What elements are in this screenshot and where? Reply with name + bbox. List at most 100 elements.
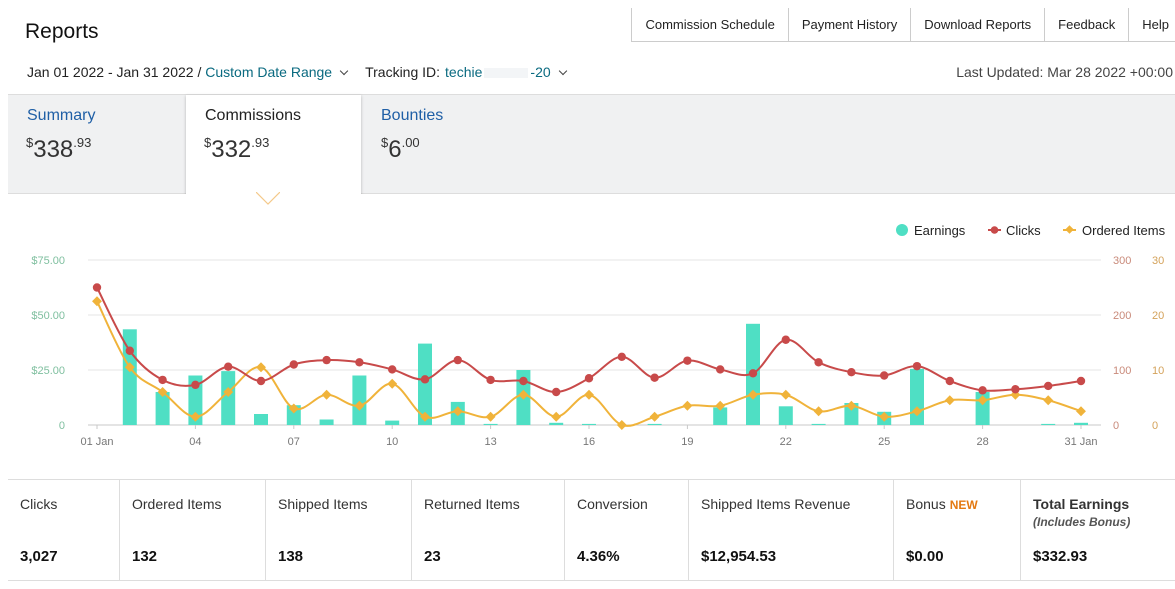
clicks-point	[880, 371, 889, 380]
clicks-point	[617, 352, 626, 361]
commission-schedule-link[interactable]: Commission Schedule	[632, 8, 789, 41]
earnings-bar	[418, 343, 432, 425]
clicks-point	[486, 375, 495, 385]
x-axis-tick-label: 07	[288, 436, 300, 448]
earnings-bar	[155, 392, 170, 425]
earnings-bar	[647, 423, 662, 425]
ordered-items-point	[879, 411, 890, 422]
active-tab-pointer-icon	[256, 192, 280, 205]
chart-canvas: $75.00 300 30$50.00 200 20$25.00 100 100 0 001 J…	[31, 223, 1165, 448]
stat-label: Clicks	[20, 496, 58, 512]
ordered-items-point	[682, 400, 693, 411]
clicks-point	[945, 376, 954, 386]
stat-value: $332.93	[1033, 548, 1088, 565]
earnings-bar	[844, 403, 859, 425]
clicks-point	[1076, 376, 1086, 386]
clicks-point	[289, 360, 298, 369]
stat-note: (Includes Bonus)	[1033, 515, 1131, 529]
earnings-bar	[910, 368, 924, 425]
tab-summary[interactable]: Summary $338.93	[8, 95, 186, 194]
ordered-items-point	[977, 395, 988, 406]
new-badge: NEW	[949, 498, 978, 512]
stat-value: $0.00	[906, 548, 944, 565]
clicks-point	[716, 365, 725, 374]
date-range-text: Jan 01 2022 - Jan 31 2022 /	[27, 64, 202, 80]
filter-row: Jan 01 2022 - Jan 31 2022 / Custom Date …	[27, 64, 574, 80]
clicks-point	[519, 376, 528, 386]
tab-commissions[interactable]: Commissions $332.93	[186, 95, 361, 199]
ordered-items-point	[190, 411, 201, 422]
stat-conversion: Conversion 4.36%	[565, 480, 689, 580]
ordered-items-point	[485, 411, 496, 422]
y-axis-tick-earnings: $50.00	[31, 310, 65, 322]
legend-earnings-icon	[896, 224, 908, 236]
y-axis-tick-clicks: 0	[1113, 420, 1119, 432]
x-axis-tick-label: 13	[484, 436, 496, 448]
ordered-items-point	[223, 387, 234, 397]
earnings-bar	[483, 423, 498, 425]
ordered-items-point	[944, 395, 955, 406]
ordered-items-point	[715, 400, 726, 411]
clicks-point	[256, 376, 266, 386]
clicks-point	[978, 386, 987, 395]
ordered-items-point	[748, 389, 758, 400]
earnings-bar	[385, 420, 400, 425]
stat-label: Shipped Items	[278, 496, 368, 512]
earnings-bar	[188, 375, 203, 425]
clicks-point	[584, 374, 594, 383]
ordered-items-point	[321, 389, 332, 400]
earnings-bar	[221, 371, 236, 425]
x-axis-tick-label: 10	[386, 436, 398, 448]
ordered-items-point	[92, 296, 102, 307]
stat-label: Total Earnings	[1033, 496, 1130, 512]
tracking-id-dropdown[interactable]: techie -20	[445, 64, 574, 80]
tab-bounties[interactable]: Bounties $6.00	[363, 95, 543, 194]
stat-value: 23	[424, 548, 441, 565]
x-axis-tick-label: 16	[583, 436, 595, 448]
ordered-items-point	[813, 406, 824, 417]
help-link[interactable]: Help	[1142, 17, 1169, 32]
ordered-items-point	[584, 389, 594, 400]
legend-ordered-items-icon	[1065, 225, 1074, 234]
legend-clicks-label: Clicks	[1006, 223, 1041, 238]
ordered-items-point	[1043, 395, 1054, 406]
feedback-link[interactable]: Feedback	[1045, 8, 1130, 41]
reports-header: Reports Commission Schedule Payment Hist…	[8, 8, 1175, 94]
report-links: Commission Schedule Payment History Down…	[631, 8, 1175, 42]
earnings-bar	[352, 375, 367, 425]
clicks-point	[748, 369, 758, 378]
download-reports-link[interactable]: Download Reports	[911, 8, 1046, 41]
y-axis-tick-clicks: 200	[1113, 310, 1131, 322]
y-axis-tick-clicks: 300	[1113, 255, 1131, 267]
payment-history-link[interactable]: Payment History	[789, 8, 912, 41]
x-axis-tick-label: 25	[878, 436, 890, 448]
stat-value: 132	[132, 548, 158, 565]
legend-clicks-icon	[990, 226, 999, 234]
clicks-point	[420, 375, 430, 384]
clicks-point	[552, 387, 561, 397]
y-axis-tick-ordered-items: 30	[1152, 255, 1164, 267]
earnings-bar	[778, 406, 793, 425]
y-axis-tick-ordered-items: 10	[1152, 365, 1164, 377]
earnings-bar	[582, 423, 596, 425]
chevron-down-icon	[558, 66, 567, 76]
tracking-id-start: techie	[445, 64, 483, 80]
stat-label: Conversion	[577, 496, 648, 512]
x-axis-tick-label: 28	[976, 436, 988, 448]
clicks-point	[355, 358, 364, 367]
stat-total-earnings: Total Earnings (Includes Bonus) $332.93	[1021, 480, 1175, 580]
ordered-items-point	[157, 387, 168, 397]
clicks-point	[1011, 385, 1020, 394]
summary-amount: $338.93	[26, 135, 92, 163]
tracking-id-label: Tracking ID:	[365, 64, 441, 80]
date-range-dropdown[interactable]: Custom Date Range	[205, 64, 355, 80]
earnings-bar	[254, 414, 268, 425]
page-title: Reports	[25, 20, 99, 43]
x-axis-tick-label: 04	[189, 436, 201, 448]
x-axis-tick-label: 22	[780, 436, 792, 448]
stat-bonus: Bonus NEW $0.00	[894, 480, 1021, 580]
ordered-items-point	[649, 411, 660, 422]
clicks-point	[912, 361, 922, 371]
ordered-items-point	[551, 411, 562, 422]
